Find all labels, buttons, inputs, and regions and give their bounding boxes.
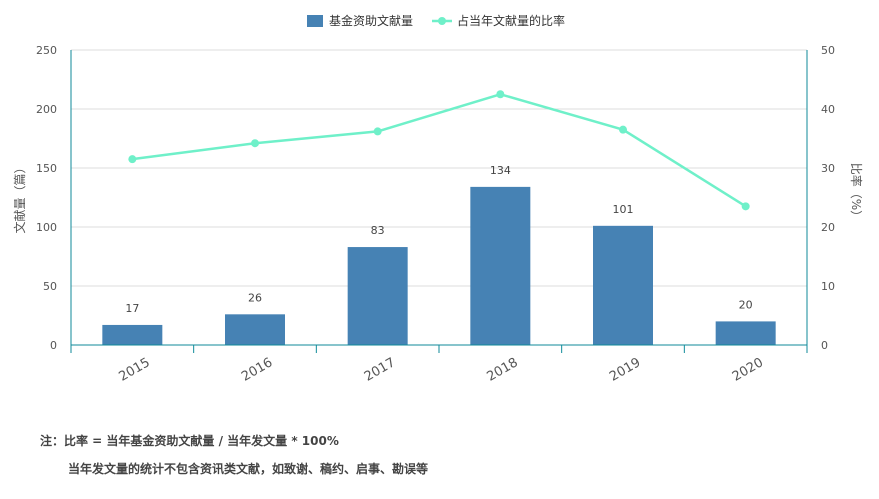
y-tick-label-right: 50 bbox=[821, 44, 835, 57]
bar-2020 bbox=[715, 321, 776, 345]
legend: 基金资助文献量 占当年文献量的比率 bbox=[307, 13, 565, 28]
x-tick-label: 2016 bbox=[239, 355, 275, 385]
grid-lines bbox=[71, 49, 807, 287]
bar-value-label: 17 bbox=[125, 302, 139, 315]
footnote-exclusion: 当年发文量的统计不包含资讯类文献，如致谢、稿约、启事、勘误等 bbox=[68, 462, 429, 476]
y-tick-label-right: 40 bbox=[821, 103, 835, 116]
y-tick-label-left: 150 bbox=[36, 162, 57, 175]
y-tick-label-right: 30 bbox=[821, 162, 835, 175]
combo-chart: 17 26 83 134 101 20 0 50 100 150 200 250 0 10 20 30 40 5… bbox=[12, 13, 864, 385]
bar-2019 bbox=[593, 225, 653, 345]
bar-2016 bbox=[225, 314, 285, 345]
y-tick-label-right: 20 bbox=[821, 221, 835, 234]
legend-line-marker bbox=[438, 17, 446, 25]
x-tick-label: 2017 bbox=[362, 355, 398, 385]
y-tick-label-left: 50 bbox=[43, 280, 57, 293]
y-tick-label-left: 0 bbox=[50, 339, 57, 352]
ratio-point-2015 bbox=[128, 155, 137, 164]
bar-value-label: 134 bbox=[490, 164, 511, 177]
x-tick-label: 2019 bbox=[607, 355, 643, 385]
bar-series: 17 26 83 134 101 20 bbox=[102, 164, 776, 345]
bar-2017 bbox=[347, 247, 408, 345]
bar-value-label: 83 bbox=[371, 224, 385, 237]
y-axis-title-right: 比率（%） bbox=[849, 163, 864, 222]
legend-bar-swatch bbox=[307, 15, 323, 27]
bar-2018 bbox=[470, 186, 531, 345]
x-tick-label: 2018 bbox=[485, 355, 521, 385]
legend-line-label: 占当年文献量的比率 bbox=[457, 13, 565, 28]
y-tick-label-left: 100 bbox=[36, 221, 57, 234]
ratio-point-2017 bbox=[373, 127, 382, 136]
ratio-line bbox=[132, 92, 747, 208]
footnote-formula: 注：比率 = 当年基金资助文献量 / 当年发文量 * 100% bbox=[40, 434, 339, 448]
y-axis-title-left: 文献量（篇） bbox=[12, 161, 27, 233]
bar-2015 bbox=[102, 324, 163, 345]
ratio-point-2020 bbox=[741, 202, 750, 211]
y-tick-label-right: 10 bbox=[821, 280, 835, 293]
ratio-point-2018 bbox=[496, 90, 505, 99]
bar-value-label: 20 bbox=[739, 298, 753, 311]
x-tick-label: 2020 bbox=[730, 355, 766, 385]
x-tick-label: 2015 bbox=[117, 355, 153, 385]
bar-value-label: 101 bbox=[613, 203, 634, 216]
ratio-point-2016 bbox=[251, 139, 259, 148]
bar-value-label: 26 bbox=[248, 291, 262, 304]
y-tick-label-left: 250 bbox=[36, 44, 57, 57]
y-tick-label-right: 0 bbox=[821, 339, 828, 352]
y-tick-label-left: 200 bbox=[36, 103, 57, 116]
line-series bbox=[128, 90, 750, 211]
legend-bar-label: 基金资助文献量 bbox=[329, 13, 413, 28]
ratio-point-2019 bbox=[619, 125, 627, 134]
